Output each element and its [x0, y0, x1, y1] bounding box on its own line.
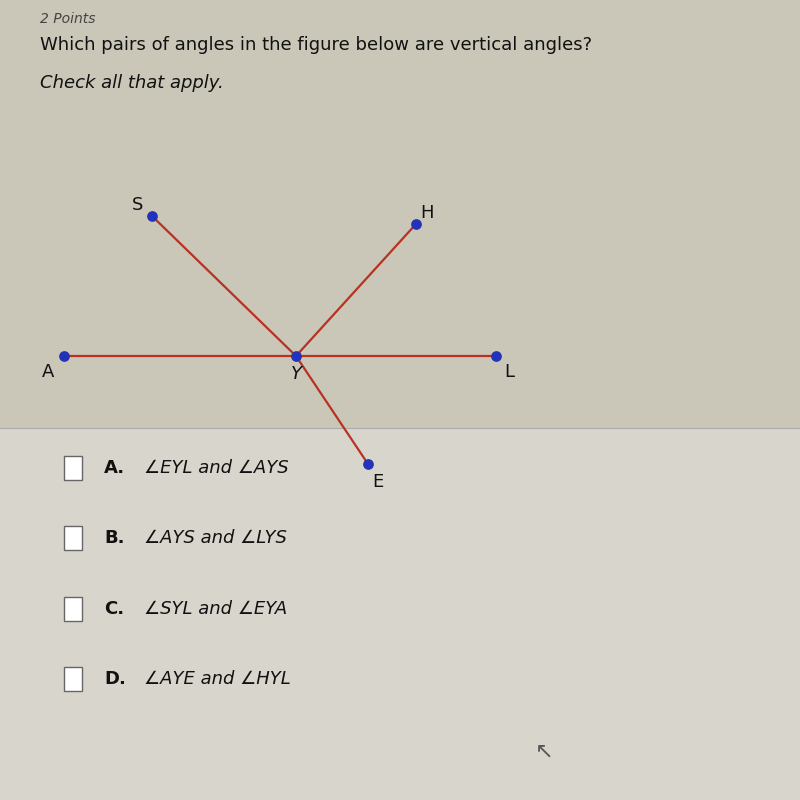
Point: [146, 210, 158, 222]
Text: ∠EYL and ∠AYS: ∠EYL and ∠AYS: [144, 459, 289, 477]
Text: ∠AYE and ∠HYL: ∠AYE and ∠HYL: [144, 670, 290, 688]
Text: S: S: [132, 196, 143, 214]
Bar: [64, 667, 82, 691]
Bar: [64, 597, 82, 621]
Text: ∠AYS and ∠LYS: ∠AYS and ∠LYS: [144, 530, 287, 547]
Text: A: A: [42, 363, 54, 381]
Point: [290, 350, 302, 362]
Text: H: H: [421, 204, 434, 222]
Bar: [64, 456, 82, 480]
Text: E: E: [372, 473, 383, 490]
Text: C.: C.: [104, 600, 124, 618]
Point: [362, 458, 374, 470]
Bar: [0, 428, 800, 800]
Text: ∠SYL and ∠EYA: ∠SYL and ∠EYA: [144, 600, 287, 618]
Text: D.: D.: [104, 670, 126, 688]
Bar: [0, 0, 800, 428]
Text: ↖: ↖: [534, 742, 554, 762]
Point: [58, 350, 70, 362]
Text: A.: A.: [104, 459, 125, 477]
Text: B.: B.: [104, 530, 125, 547]
Text: L: L: [504, 363, 514, 381]
Text: Which pairs of angles in the figure below are vertical angles?: Which pairs of angles in the figure belo…: [40, 36, 592, 54]
Point: [490, 350, 502, 362]
Point: [410, 218, 422, 230]
Text: Y: Y: [290, 365, 302, 382]
Text: 2 Points: 2 Points: [40, 12, 95, 26]
Text: Check all that apply.: Check all that apply.: [40, 74, 224, 92]
Bar: [64, 526, 82, 550]
